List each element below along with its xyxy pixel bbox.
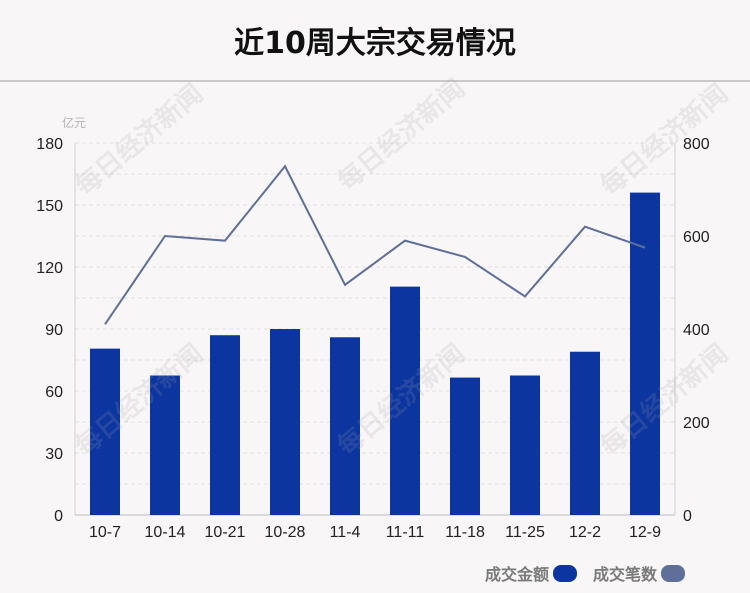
title-divider	[0, 80, 750, 82]
x-tick-label: 11-11	[386, 524, 425, 541]
left-tick-label: 60	[45, 384, 63, 401]
bar	[390, 286, 420, 515]
x-tick-label: 12-2	[569, 524, 601, 541]
right-tick-label: 800	[683, 136, 710, 153]
bar	[630, 192, 660, 515]
right-tick-label: 600	[683, 229, 710, 246]
bar	[90, 348, 120, 515]
right-tick-label: 400	[683, 322, 710, 339]
bar	[210, 335, 240, 515]
x-tick-label: 10-14	[145, 524, 186, 541]
left-tick-label: 180	[36, 136, 63, 153]
right-tick-label: 200	[683, 415, 710, 432]
left-tick-label: 90	[45, 322, 63, 339]
legend-amount-swatch	[553, 564, 578, 582]
bar	[270, 329, 300, 515]
x-tick-label: 10-21	[205, 524, 246, 541]
bar	[510, 375, 540, 515]
bar	[330, 337, 360, 515]
x-tick-label: 11-4	[330, 524, 361, 541]
count-line	[104, 164, 646, 325]
x-tick-label: 11-25	[505, 524, 545, 541]
chart-title: 近10周大宗交易情况	[234, 26, 516, 61]
left-tick-label: 120	[36, 260, 63, 277]
bar	[150, 375, 180, 515]
x-tick-label: 12-9	[629, 524, 661, 541]
x-tick-label: 11-18	[445, 524, 485, 541]
bar	[450, 377, 480, 515]
legend-count-label: 成交笔数	[593, 565, 658, 584]
left-axis-unit: 亿元	[62, 116, 87, 130]
left-tick-label: 150	[36, 198, 63, 215]
bar	[570, 351, 600, 515]
x-tick-label: 10-28	[265, 524, 306, 541]
left-tick-label: 0	[54, 508, 63, 525]
legend: 成交金额 成交笔数	[485, 563, 686, 584]
x-tick-label: 10-7	[89, 524, 121, 541]
right-tick-label: 0	[683, 508, 692, 525]
legend-amount-label: 成交金额	[485, 565, 550, 584]
left-tick-label: 30	[45, 446, 63, 463]
legend-count-swatch	[661, 564, 686, 582]
